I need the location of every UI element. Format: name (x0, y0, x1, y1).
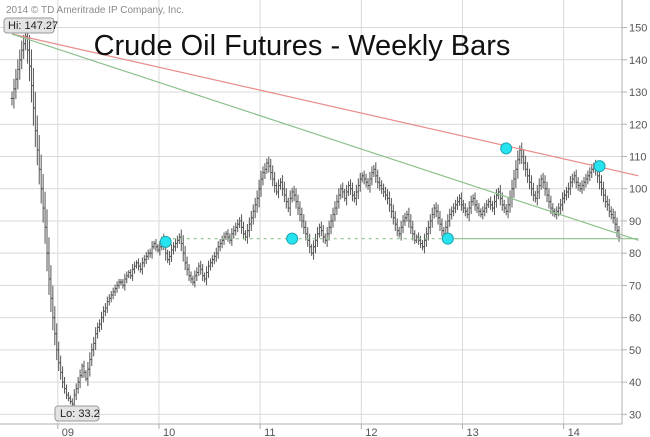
chart-title: Crude Oil Futures - Weekly Bars (94, 30, 511, 62)
marker-dot (441, 232, 454, 245)
y-tick-label: 30 (629, 409, 641, 421)
high-flag-label: Hi: 147.27 (8, 20, 58, 32)
x-tick-label: 10 (163, 427, 175, 437)
y-tick-label: 60 (629, 313, 641, 325)
trendlines (11, 33, 639, 241)
high-flag-box (3, 17, 55, 34)
trendline (11, 33, 639, 177)
low-flag: Lo: 33.2 (54, 405, 100, 422)
x-axis-ticks: 09 10 11 12 13 14 (57, 424, 580, 437)
marker-dot (286, 232, 299, 245)
y-axis-ticks: 30 40 50 60 70 80 90 100 110 120 130 140 150 (622, 23, 647, 421)
low-flag-box (54, 405, 100, 422)
high-flag: Hi: 147.27 (3, 17, 58, 34)
y-tick-label: 90 (629, 216, 641, 228)
grid (0, 0, 622, 424)
y-tick-label: 110 (629, 151, 647, 163)
y-tick-label: 150 (629, 23, 647, 35)
y-tick-label: 70 (629, 280, 641, 292)
x-tick-label: 09 (62, 427, 74, 437)
markers (159, 142, 606, 248)
x-tick-label: 12 (365, 427, 377, 437)
trendline (11, 33, 639, 241)
x-tick-label: 11 (264, 427, 275, 437)
y-tick-label: 80 (629, 248, 641, 260)
low-flag-label: Lo: 33.2 (60, 408, 100, 420)
y-tick-label: 140 (629, 55, 647, 67)
y-tick-label: 40 (629, 377, 641, 389)
y-tick-label: 100 (629, 184, 647, 196)
y-tick-label: 50 (629, 345, 641, 357)
x-tick-label: 14 (568, 427, 580, 437)
y-tick-label: 130 (629, 87, 647, 99)
marker-dot (593, 160, 606, 173)
marker-dot (159, 235, 172, 248)
x-tick-label: 13 (466, 427, 478, 437)
copyright-text: 2014 © TD Ameritrade IP Company, Inc. (6, 5, 184, 16)
y-tick-label: 120 (629, 119, 647, 131)
marker-dot (500, 142, 513, 155)
